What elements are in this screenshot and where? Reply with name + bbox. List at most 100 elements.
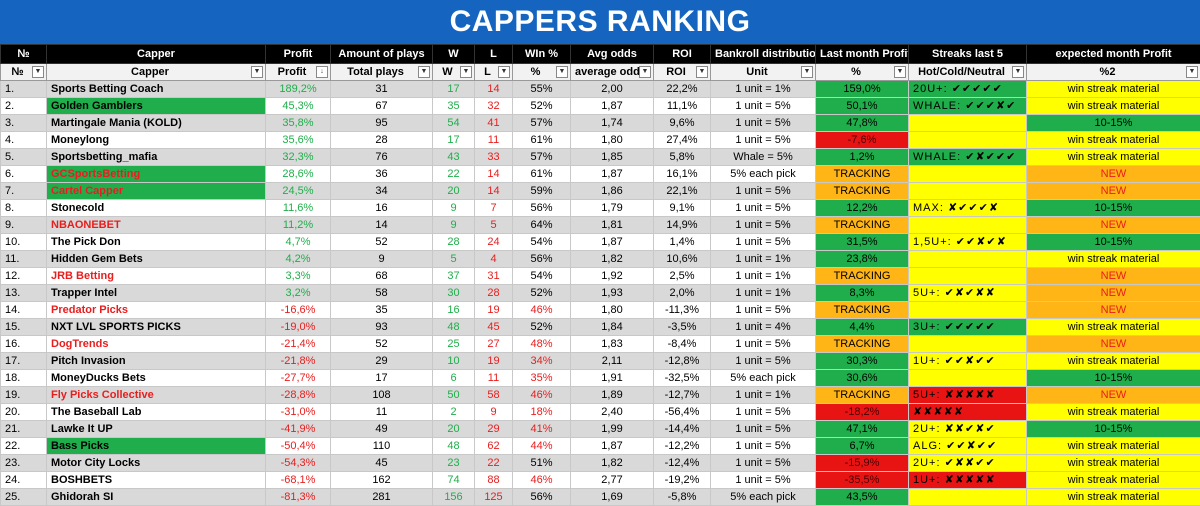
plays-cell: 67 [331,98,433,115]
win-percent-cell: 57% [513,149,571,166]
expected-profit-cell: win streak material [1027,98,1200,115]
streak-cell [909,268,1027,285]
filter-dropdown-icon[interactable]: ▼ [498,66,510,78]
wins-cell: 22 [433,166,475,183]
filter-header-label: Unit [746,66,767,78]
streak-cell: WHALE: ✔✘✔✔✔ [909,149,1027,166]
wins-cell: 20 [433,183,475,200]
expected-profit-cell: NEW [1027,387,1200,404]
filter-dropdown-icon[interactable]: ▼ [801,66,813,78]
filter-header-label: № [11,66,23,78]
last-month-profit-cell: 1,2% [816,149,909,166]
filter-header-label: %2 [1100,66,1116,78]
unit-cell: 1 unit = 1% [711,268,816,285]
expected-profit-cell: win streak material [1027,319,1200,336]
filter-dropdown-icon[interactable]: ▼ [639,66,651,78]
wins-cell: 48 [433,319,475,336]
filter-header: №▼ [1,64,47,81]
filter-header: Profit↓ [266,64,331,81]
filter-dropdown-icon[interactable]: ▼ [32,66,44,78]
unit-cell: 1 unit = 5% [711,302,816,319]
losses-cell: 14 [475,183,513,200]
roi-cell: -3,5% [654,319,711,336]
rank-cell: 6. [1,166,47,183]
avg-odds-cell: 1,81 [571,217,654,234]
filter-header-label: L [484,66,491,78]
rank-cell: 15. [1,319,47,336]
plays-cell: 58 [331,285,433,302]
wins-cell: 6 [433,370,475,387]
filter-dropdown-icon[interactable]: ▼ [251,66,263,78]
losses-cell: 11 [475,132,513,149]
avg-odds-cell: 1,84 [571,319,654,336]
capper-name-cell: The Pick Don [47,234,266,251]
losses-cell: 29 [475,421,513,438]
plays-cell: 68 [331,268,433,285]
capper-name-cell: Ghidorah SI [47,489,266,506]
losses-cell: 19 [475,302,513,319]
wins-cell: 54 [433,115,475,132]
expected-profit-cell: win streak material [1027,472,1200,489]
last-month-profit-cell: 50,1% [816,98,909,115]
filter-dropdown-icon[interactable]: ▼ [696,66,708,78]
losses-cell: 4 [475,251,513,268]
capper-name-cell: Trapper Intel [47,285,266,302]
column-header: expected month Profit [1027,45,1200,64]
roi-cell: 9,6% [654,115,711,132]
losses-cell: 19 [475,353,513,370]
losses-cell: 125 [475,489,513,506]
plays-cell: 14 [331,217,433,234]
filter-dropdown-icon[interactable]: ▼ [894,66,906,78]
win-percent-cell: 35% [513,370,571,387]
unit-cell: 1 unit = 5% [711,217,816,234]
streak-cell [909,489,1027,506]
roi-cell: 16,1% [654,166,711,183]
avg-odds-cell: 2,00 [571,81,654,98]
profit-cell: 4,2% [266,251,331,268]
losses-cell: 88 [475,472,513,489]
rank-cell: 23. [1,455,47,472]
expected-profit-cell: NEW [1027,268,1200,285]
plays-cell: 16 [331,200,433,217]
filter-dropdown-icon[interactable]: ▼ [556,66,568,78]
losses-cell: 31 [475,268,513,285]
profit-cell: -19,0% [266,319,331,336]
filter-dropdown-icon[interactable]: ▼ [1186,66,1198,78]
plays-cell: 29 [331,353,433,370]
profit-cell: -68,1% [266,472,331,489]
win-percent-cell: 46% [513,302,571,319]
streak-cell: 1,5U+: ✔✔✘✔✘ [909,234,1027,251]
filter-dropdown-icon[interactable]: ▼ [418,66,430,78]
filter-dropdown-icon[interactable]: ▼ [1012,66,1024,78]
unit-cell: 1 unit = 5% [711,200,816,217]
losses-cell: 32 [475,98,513,115]
sort-filter-icon[interactable]: ↓ [316,66,328,78]
streak-cell [909,370,1027,387]
streak-cell: WHALE: ✔✔✔✘✔ [909,98,1027,115]
losses-cell: 22 [475,455,513,472]
roi-cell: 22,2% [654,81,711,98]
capper-name-cell: Motor City Locks [47,455,266,472]
filter-dropdown-icon[interactable]: ▼ [460,66,472,78]
avg-odds-cell: 1,79 [571,200,654,217]
losses-cell: 27 [475,336,513,353]
plays-cell: 52 [331,336,433,353]
avg-odds-cell: 1,80 [571,132,654,149]
last-month-profit-cell: -7,6% [816,132,909,149]
plays-cell: 31 [331,81,433,98]
win-percent-cell: 59% [513,183,571,200]
column-header: Amount of plays [331,45,433,64]
expected-profit-cell: NEW [1027,166,1200,183]
losses-cell: 28 [475,285,513,302]
losses-cell: 62 [475,438,513,455]
losses-cell: 45 [475,319,513,336]
